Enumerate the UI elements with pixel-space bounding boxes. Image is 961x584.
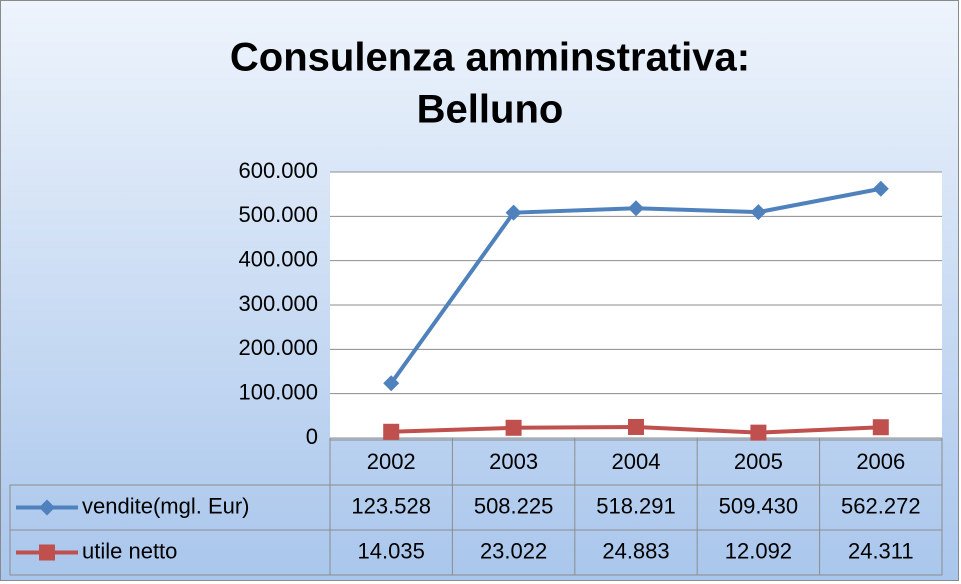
- table-value: 562.272: [841, 493, 921, 518]
- x-tick-label: 2006: [856, 449, 905, 474]
- table-value: 518.291: [596, 493, 676, 518]
- table-value: 12.092: [725, 538, 792, 563]
- marker: [750, 424, 767, 441]
- marker: [505, 419, 522, 436]
- marker: [383, 423, 400, 440]
- legend-label: utile netto: [82, 538, 177, 563]
- marker: [872, 419, 889, 436]
- table-value: 14.035: [358, 538, 425, 563]
- y-tick-label: 100.000: [238, 379, 318, 404]
- table-value: 24.311: [848, 538, 914, 563]
- x-tick-label: 2004: [612, 449, 661, 474]
- marker: [39, 499, 55, 516]
- y-tick-label: 0: [306, 424, 318, 449]
- marker: [39, 544, 55, 561]
- y-tick-label: 600.000: [238, 158, 318, 183]
- marker: [750, 204, 767, 221]
- x-tick-label: 2005: [734, 449, 783, 474]
- y-tick-label: 300.000: [238, 291, 318, 316]
- chart-title: Consulenza amminstrativa:: [230, 36, 750, 80]
- table-value: 23.022: [480, 538, 547, 563]
- marker: [505, 204, 522, 221]
- marker: [872, 180, 889, 197]
- marker: [628, 200, 644, 217]
- table-value: 123.528: [351, 493, 431, 518]
- legend-label: vendite(mgl. Eur): [82, 493, 250, 518]
- table-value: 509.430: [719, 493, 799, 518]
- chart-subtitle: Belluno: [417, 88, 564, 132]
- table-value: 508.225: [474, 493, 554, 518]
- marker: [383, 375, 400, 392]
- y-tick-label: 200.000: [238, 335, 318, 360]
- x-tick-label: 2002: [367, 449, 416, 474]
- y-tick-label: 400.000: [238, 246, 318, 271]
- marker: [628, 418, 644, 435]
- x-tick-label: 2003: [489, 449, 538, 474]
- table-value: 24.883: [602, 538, 669, 563]
- y-tick-label: 500.000: [238, 202, 318, 227]
